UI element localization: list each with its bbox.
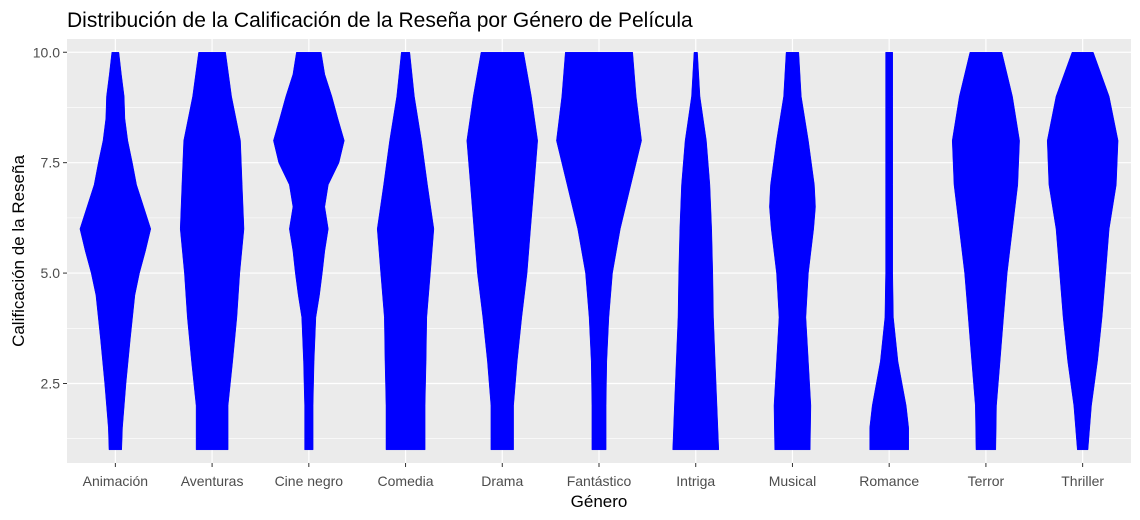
violin-9 <box>869 52 909 451</box>
violin-7 <box>672 52 720 451</box>
x-tick-label: Cine negro <box>275 473 344 489</box>
violin-6 <box>556 52 642 451</box>
x-tick-label: Fantástico <box>567 473 632 489</box>
x-tick-label: Intriga <box>676 473 715 489</box>
violin-11 <box>1046 52 1119 451</box>
y-axis: 2.5 5.0 7.5 10.0 <box>33 44 67 392</box>
y-tick-label: 5.0 <box>41 265 61 281</box>
chart-title: Distribución de la Calificación de la Re… <box>67 9 693 32</box>
x-axis-title: Género <box>571 492 628 511</box>
x-tick-label: Aventuras <box>181 473 244 489</box>
y-axis-title: Calificación de la Reseña <box>9 155 28 347</box>
violin-8 <box>769 52 816 451</box>
violins <box>79 52 1119 451</box>
violin-4 <box>376 52 435 451</box>
violin-10 <box>951 52 1020 451</box>
violin-5 <box>466 52 538 451</box>
violin-2 <box>179 52 245 451</box>
x-tick-label: Animación <box>83 473 148 489</box>
x-tick-label: Drama <box>481 473 523 489</box>
x-tick-label: Terror <box>968 473 1005 489</box>
x-tick-label: Comedia <box>378 473 434 489</box>
y-tick-label: 7.5 <box>41 155 61 171</box>
x-tick-label: Romance <box>859 473 919 489</box>
y-tick-label: 2.5 <box>41 376 61 392</box>
x-tick-label: Musical <box>769 473 816 489</box>
violin-3 <box>273 52 345 451</box>
x-tick-label: Thriller <box>1061 473 1104 489</box>
y-tick-label: 10.0 <box>33 44 60 60</box>
violin-1 <box>79 52 152 451</box>
x-axis: Animación Aventuras Cine negro Comedia Drama… <box>83 463 1104 489</box>
